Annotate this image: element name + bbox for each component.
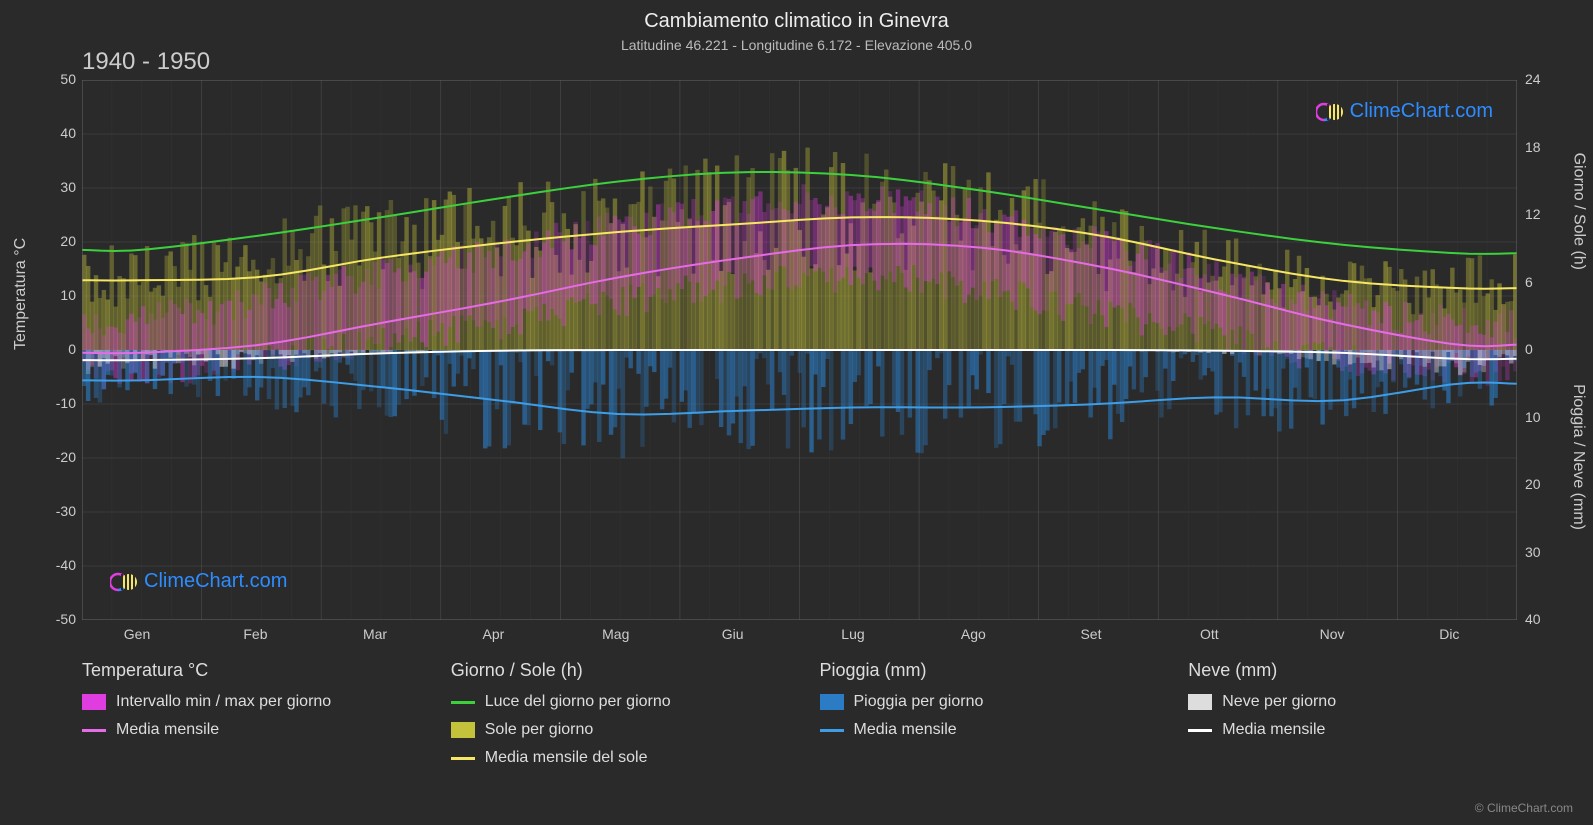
x-month-tick: Ago bbox=[961, 626, 986, 642]
chart-title: Cambiamento climatico in Ginevra bbox=[0, 0, 1593, 33]
legend-label: Media mensile bbox=[854, 721, 957, 739]
legend-item: Media mensile bbox=[820, 721, 1149, 739]
legend-column: Giorno / Sole (h) Luce del giorno per gio… bbox=[451, 660, 780, 777]
y-left-tick: -30 bbox=[36, 503, 76, 519]
y-left-tick: 40 bbox=[36, 125, 76, 141]
legend-title: Neve (mm) bbox=[1188, 660, 1517, 681]
legend-title: Temperatura °C bbox=[82, 660, 411, 681]
legend-item: Media mensile del sole bbox=[451, 749, 780, 767]
legend-title: Giorno / Sole (h) bbox=[451, 660, 780, 681]
watermark-text: ClimeChart.com bbox=[144, 570, 287, 593]
x-month-tick: Nov bbox=[1320, 626, 1345, 642]
legend-label: Intervallo min / max per giorno bbox=[116, 693, 331, 711]
y-left-tick: -40 bbox=[36, 557, 76, 573]
y-left-tick: 10 bbox=[36, 287, 76, 303]
x-month-tick: Mag bbox=[602, 626, 629, 642]
y-right-bot-tick: 30 bbox=[1525, 544, 1541, 560]
y-left-tick: 20 bbox=[36, 233, 76, 249]
legend-label: Pioggia per giorno bbox=[854, 693, 984, 711]
legend-label: Media mensile del sole bbox=[485, 749, 648, 767]
y-left-tick: 0 bbox=[36, 341, 76, 357]
y-right-bot-tick: 20 bbox=[1525, 476, 1541, 492]
legend-item: Intervallo min / max per giorno bbox=[82, 693, 411, 711]
legend-item: Neve per giorno bbox=[1188, 693, 1517, 711]
legend-label: Media mensile bbox=[116, 721, 219, 739]
y-right-bot-tick: 10 bbox=[1525, 409, 1541, 425]
x-month-tick: Set bbox=[1080, 626, 1101, 642]
legend-swatch bbox=[82, 694, 106, 710]
y-left-axis-label: Temperatura °C bbox=[12, 238, 30, 350]
y-left-tick: -10 bbox=[36, 395, 76, 411]
x-month-tick: Mar bbox=[363, 626, 387, 642]
legend-column: Temperatura °C Intervallo min / max per g… bbox=[82, 660, 411, 777]
x-month-tick: Ott bbox=[1200, 626, 1219, 642]
climechart-logo-icon bbox=[1316, 101, 1344, 123]
y-right-top-tick: 18 bbox=[1525, 139, 1541, 155]
legend-item: Media mensile bbox=[1188, 721, 1517, 739]
legend-column: Pioggia (mm) Pioggia per giorno Media mens… bbox=[820, 660, 1149, 777]
legend-label: Sole per giorno bbox=[485, 721, 594, 739]
legend-item: Sole per giorno bbox=[451, 721, 780, 739]
chart-container: Cambiamento climatico in Ginevra Latitud… bbox=[0, 0, 1593, 825]
y-left-tick: -20 bbox=[36, 449, 76, 465]
legend-swatch bbox=[1188, 729, 1212, 732]
watermark-bottom-left: ClimeChart.com bbox=[110, 570, 287, 593]
legend-swatch bbox=[1188, 694, 1212, 710]
legend-swatch bbox=[451, 757, 475, 760]
legend-item: Media mensile bbox=[82, 721, 411, 739]
y-right-top-tick: 24 bbox=[1525, 71, 1541, 87]
plot-area: -50-40-30-20-100102030405006121824102030… bbox=[82, 80, 1517, 620]
y-left-tick: 50 bbox=[36, 71, 76, 87]
chart-subtitle: Latitudine 46.221 - Longitudine 6.172 - … bbox=[0, 33, 1593, 53]
legend-column: Neve (mm) Neve per giorno Media mensile bbox=[1188, 660, 1517, 777]
y-left-tick: 30 bbox=[36, 179, 76, 195]
y-right-top-tick: 12 bbox=[1525, 206, 1541, 222]
plot-svg bbox=[82, 80, 1517, 620]
y-left-tick: -50 bbox=[36, 611, 76, 627]
watermark-top-right: ClimeChart.com bbox=[1316, 100, 1493, 123]
y-right-top-tick: 0 bbox=[1525, 341, 1533, 357]
legend-swatch bbox=[82, 729, 106, 732]
x-month-tick: Feb bbox=[243, 626, 267, 642]
y-right-top-tick: 6 bbox=[1525, 274, 1533, 290]
climechart-logo-icon bbox=[110, 571, 138, 593]
legend-swatch bbox=[451, 701, 475, 704]
legend-label: Neve per giorno bbox=[1222, 693, 1336, 711]
x-month-tick: Apr bbox=[483, 626, 505, 642]
x-month-tick: Lug bbox=[841, 626, 864, 642]
x-month-tick: Dic bbox=[1439, 626, 1459, 642]
legend-item: Luce del giorno per giorno bbox=[451, 693, 780, 711]
legend-area: Temperatura °C Intervallo min / max per g… bbox=[82, 660, 1517, 777]
legend-title: Pioggia (mm) bbox=[820, 660, 1149, 681]
legend-label: Media mensile bbox=[1222, 721, 1325, 739]
legend-label: Luce del giorno per giorno bbox=[485, 693, 671, 711]
legend-swatch bbox=[820, 694, 844, 710]
copyright-text: © ClimeChart.com bbox=[1475, 801, 1573, 815]
y-right-bot-axis-label: Pioggia / Neve (mm) bbox=[1569, 384, 1587, 530]
x-month-tick: Giu bbox=[722, 626, 744, 642]
year-range-label: 1940 - 1950 bbox=[82, 48, 210, 76]
y-right-bot-tick: 40 bbox=[1525, 611, 1541, 627]
legend-swatch bbox=[820, 729, 844, 732]
legend-swatch bbox=[451, 722, 475, 738]
x-month-tick: Gen bbox=[124, 626, 150, 642]
y-right-top-axis-label: Giorno / Sole (h) bbox=[1569, 153, 1587, 270]
legend-item: Pioggia per giorno bbox=[820, 693, 1149, 711]
watermark-text: ClimeChart.com bbox=[1350, 100, 1493, 123]
